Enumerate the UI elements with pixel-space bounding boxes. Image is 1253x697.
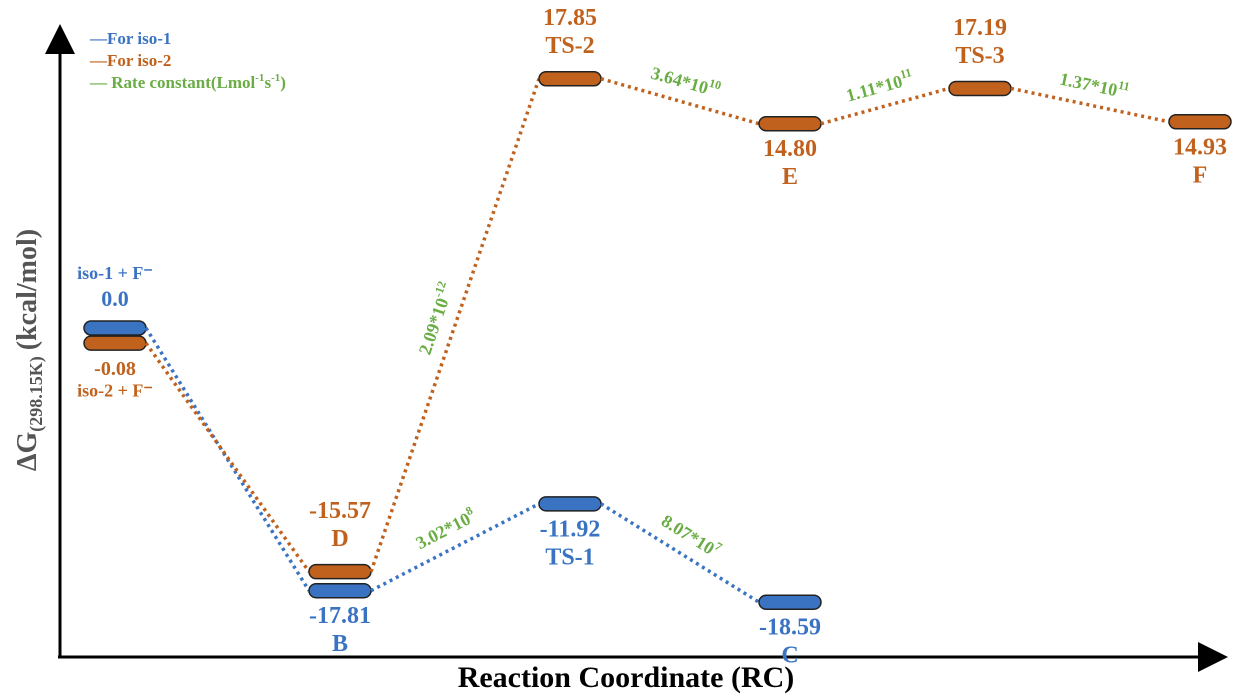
value-label: -15.57 [309, 498, 371, 524]
energy-level [84, 336, 146, 350]
energy-level [1169, 115, 1231, 129]
energy-level [539, 72, 601, 86]
state-label: D [331, 526, 348, 552]
state-label: B [332, 631, 348, 657]
legend-entry: —For iso-1 [89, 29, 171, 48]
legend-sup: -1 [255, 72, 264, 84]
value-label: -17.81 [309, 603, 371, 629]
rate-base: 2.09*10 [415, 295, 453, 357]
state-label: TS-2 [545, 33, 594, 59]
rate-base: 8.07*10 [658, 511, 718, 559]
value-label: -11.92 [540, 516, 601, 542]
state-label: iso-2 + F⁻ [77, 380, 153, 400]
energy-level [759, 117, 821, 131]
value-label: -18.59 [759, 615, 821, 641]
state-label: F [1193, 162, 1208, 188]
energy-level [949, 81, 1011, 95]
legend-text: —For iso-1 [89, 29, 171, 48]
legend: —For iso-1 —For iso-2 — Rate constant(Lmol… [89, 29, 286, 92]
rate-exp: -12 [430, 279, 448, 299]
rate-exp: 10 [708, 76, 723, 93]
legend-sup: -1 [271, 72, 280, 84]
rate-label: 3.02*108 [411, 503, 479, 553]
connector [371, 79, 539, 572]
rate-label: 2.09*10-12 [412, 279, 458, 357]
state-label: TS-1 [545, 544, 594, 570]
rate-base: 1.11*10 [844, 71, 905, 106]
legend-entry: — Rate constant(Lmol-1s-1) [89, 72, 286, 92]
state-label: TS-3 [955, 43, 1004, 69]
chart: Reaction Coordinate (RC) ΔG(298.15K) (kca… [0, 0, 1253, 697]
x-axis-label: Reaction Coordinate (RC) [458, 661, 795, 694]
legend-text: — Rate constant(Lmol [89, 73, 256, 92]
rate-base: 3.64*10 [649, 63, 711, 98]
value-label: 17.85 [543, 5, 597, 31]
state-label: iso-1 + F⁻ [77, 263, 153, 283]
y-axis-label: ΔG(298.15K) (kcal/mol) [12, 229, 47, 471]
value-label: 14.93 [1173, 134, 1227, 160]
energy-level [539, 497, 601, 511]
y-label-unit: (kcal/mol) [12, 229, 43, 350]
value-label: -0.08 [94, 358, 136, 380]
state-label: E [782, 164, 798, 190]
rate-label: 1.11*1011 [843, 65, 916, 106]
legend-text: —For iso-2 [89, 51, 171, 70]
value-label: 14.80 [763, 136, 817, 162]
rate-base: 1.37*10 [1058, 69, 1119, 101]
value-label: 17.19 [953, 15, 1007, 41]
energy-level [84, 321, 146, 335]
rate-exp: 11 [898, 65, 913, 82]
rate-base: 3.02*10 [413, 509, 474, 554]
state-label: C [781, 643, 798, 669]
connector [146, 343, 309, 571]
energy-level [309, 565, 371, 579]
y-label-sub: (298.15K) [26, 356, 47, 432]
rate-label: 3.64*1010 [649, 60, 723, 102]
rate-label: 1.37*1011 [1058, 65, 1131, 102]
legend-entry: —For iso-2 [89, 51, 171, 70]
value-label: 0.0 [101, 286, 129, 311]
rate-exp: 11 [1117, 77, 1131, 93]
energy-level [759, 595, 821, 609]
legend-text: ) [280, 73, 286, 92]
energy-level [309, 584, 371, 598]
y-label-symbol: ΔG [12, 432, 43, 472]
rate-label: 8.07*107 [658, 508, 725, 562]
